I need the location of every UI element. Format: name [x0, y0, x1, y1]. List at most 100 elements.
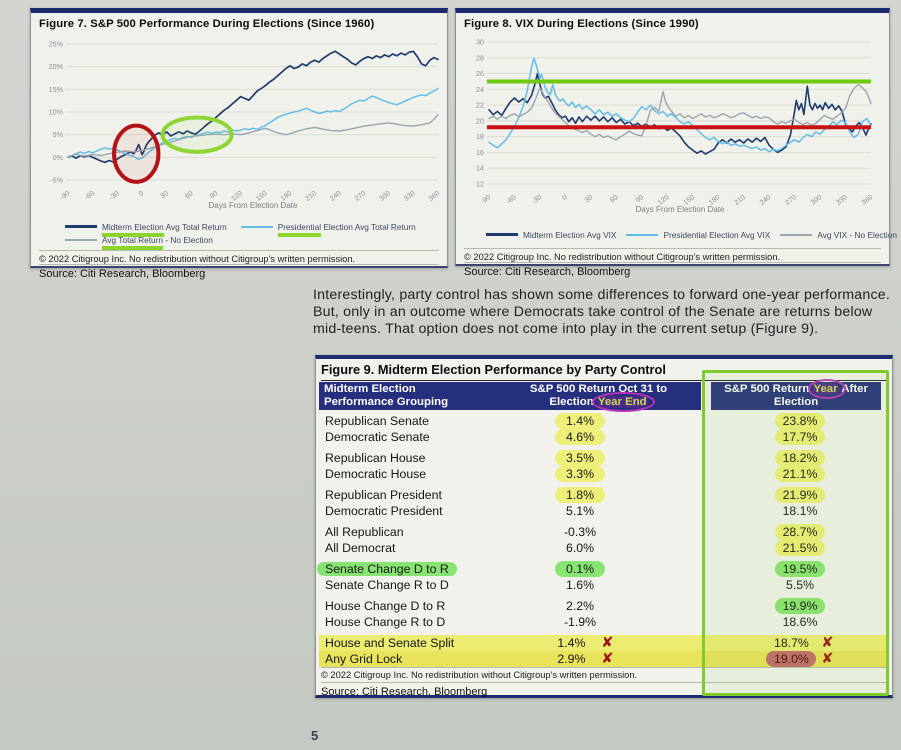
svg-text:30: 30 [584, 194, 595, 204]
svg-text:330: 330 [835, 194, 849, 207]
row-label: Senate Change D to R [317, 562, 457, 576]
figure9-title: Figure 9. Midterm Election Performance b… [321, 362, 887, 381]
value-oct31: 6.0% [565, 541, 595, 555]
svg-text:-90: -90 [480, 194, 492, 206]
svg-text:26: 26 [476, 69, 484, 78]
svg-text:12: 12 [476, 180, 484, 189]
cell-year-after: 21.5% [715, 540, 885, 556]
svg-text:18: 18 [476, 132, 484, 141]
svg-text:10%: 10% [49, 108, 64, 117]
figure7-copyright: © 2022 Citigroup Inc. No redistribution … [39, 250, 439, 264]
svg-text:0: 0 [138, 190, 145, 198]
cell-year-after: 18.6% [715, 614, 885, 630]
svg-text:-30: -30 [108, 190, 120, 202]
value-oct31: 0.1% [555, 561, 605, 577]
svg-text:90: 90 [635, 194, 646, 204]
legend-label: Presidential Election Avg VIX [663, 229, 771, 240]
svg-text:270: 270 [354, 190, 368, 203]
table-row-group: House and Senate Split 1.4% ✘ 18.7% ✘ Any Gri… [319, 635, 889, 667]
table-row-group: House Change D to R 2.2% 19.9% House Change… [319, 598, 889, 630]
svg-text:0%: 0% [53, 153, 64, 162]
svg-text:240: 240 [759, 194, 773, 207]
row-label: Republican President [325, 488, 442, 502]
cell-year-after: 19.9% [715, 598, 885, 614]
cell-year-after: 19.0% ✘ [715, 651, 885, 667]
svg-text:-60: -60 [505, 194, 517, 206]
legend-label: Avg Total Return [163, 221, 227, 232]
figure9-source: Source: Citi Research, Bloomberg [321, 682, 887, 698]
circled-annotation-year: Year [812, 383, 839, 395]
body-paragraph: Interestingly, party control has shown s… [313, 287, 890, 338]
svg-text:30: 30 [476, 38, 484, 47]
table-row-group: Republican President 1.8% 21.9% Democratic … [319, 487, 889, 519]
value-year-after: 21.5% [775, 540, 825, 556]
cell-oct31: 0.1% [515, 561, 645, 577]
presidential-line-swatch [240, 225, 273, 228]
value-oct31: 4.6% [555, 429, 605, 445]
legend-item-presidential: Presidential Election Avg Total Return [240, 221, 416, 237]
row-label: All Democrat [325, 541, 396, 555]
value-year-after: 18.2% [775, 450, 825, 466]
value-oct31: 2.9% [557, 652, 586, 666]
svg-text:-5%: -5% [50, 176, 63, 185]
legend-item-midterm-vix: Midterm Election Avg VIX [486, 230, 616, 240]
presidential-vix-line-swatch [626, 233, 659, 236]
svg-text:300: 300 [378, 190, 392, 203]
value-year-after: 21.1% [775, 466, 825, 482]
table-row: House Change R to D -1.9% 18.6% [319, 614, 889, 630]
svg-text:210: 210 [304, 190, 318, 203]
value-year-after: 19.5% [775, 561, 825, 577]
value-year-after: 21.9% [775, 487, 825, 503]
svg-text:25%: 25% [49, 40, 64, 49]
value-year-after: 5.5% [785, 578, 815, 592]
table-row: Republican Senate 1.4% 23.8% [319, 413, 889, 429]
figure8-panel: Figure 8. VIX During Elections (Since 19… [455, 8, 897, 278]
svg-text:210: 210 [733, 194, 747, 207]
cell-year-after: 18.2% [715, 450, 885, 466]
value-oct31: 1.8% [555, 487, 605, 503]
row-label: House Change D to R [325, 599, 446, 613]
table-row: Senate Change D to R 0.1% 19.5% [317, 561, 889, 577]
legend-label: Midterm Election Avg VIX [523, 229, 617, 240]
midterm-line-swatch [65, 225, 97, 228]
value-year-after: 23.8% [775, 413, 825, 429]
table-row: Republican President 1.8% 21.9% [319, 487, 889, 503]
legend-label: Midterm Election [102, 221, 164, 237]
figure7-source: Source: Citi Research, Bloomberg [39, 264, 439, 280]
row-label: House and Senate Split [325, 636, 455, 650]
page-number: 5 [311, 728, 319, 743]
svg-text:300: 300 [810, 194, 824, 207]
svg-text:24: 24 [476, 85, 484, 94]
cell-year-after: 5.5% [715, 577, 885, 593]
cell-oct31: 2.9% ✘ [515, 651, 645, 667]
circled-annotation-year-end: Year End [596, 396, 648, 408]
table-row: Democratic President 5.1% 18.1% [319, 503, 889, 519]
legend-label: Election Avg Total Return [321, 221, 416, 232]
legend-label: Presidential [277, 221, 322, 237]
cell-oct31: 1.4% ✘ [515, 635, 645, 651]
cell-oct31: 5.1% [515, 503, 645, 519]
legend-item-no-election-vix: Avg VIX - No Election [780, 230, 897, 240]
table-row: All Republican -0.3% 28.7% [319, 524, 889, 540]
red-x-mark-icon: ✘ [601, 651, 614, 667]
svg-text:5%: 5% [53, 130, 64, 139]
table-row: All Democrat 6.0% 21.5% [319, 540, 889, 556]
no-election-line-swatch [65, 238, 97, 241]
value-oct31: 1.6% [565, 578, 595, 592]
figure9-table-panel: Figure 9. Midterm Election Performance b… [315, 355, 893, 698]
row-label: Senate Change R to D [325, 578, 449, 592]
value-year-after: 18.1% [782, 504, 818, 518]
svg-text:360: 360 [428, 190, 442, 203]
legend-label: - No Election [163, 234, 213, 245]
svg-text:270: 270 [784, 194, 798, 207]
value-oct31: 2.2% [565, 599, 595, 613]
table-row-group: Republican Senate 1.4% 23.8% Democratic Sen… [319, 413, 889, 445]
value-oct31: -0.3% [563, 525, 597, 539]
value-oct31: 3.3% [555, 466, 605, 482]
row-label: Any Grid Lock [325, 652, 403, 666]
cell-year-after: 28.7% [715, 524, 885, 540]
figure8-copyright: © 2022 Citigroup Inc. No redistribution … [464, 248, 881, 262]
figure7-panel: Figure 7. S&P 500 Performance During Ele… [30, 8, 448, 280]
legend-label: Avg VIX - No Election [817, 229, 897, 240]
